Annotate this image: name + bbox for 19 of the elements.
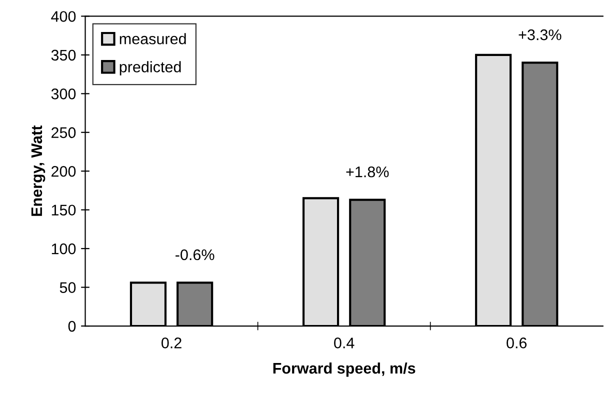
y-tick-label: 350 xyxy=(51,50,76,61)
y-tick-label: 200 xyxy=(52,166,76,177)
x-axis-title: Forward speed, m/s xyxy=(273,362,416,377)
annotation: -0.6% xyxy=(176,249,214,260)
y-tick-label: 0 xyxy=(68,320,76,332)
x-tick-label: 0.6 xyxy=(506,338,527,348)
x-tick-label: 0.4 xyxy=(334,338,354,348)
y-tick-label: 100 xyxy=(52,243,76,254)
y-tick-label: 400 xyxy=(51,11,76,22)
x-tick-label: 0.2 xyxy=(162,338,182,348)
legend-label: predicted xyxy=(120,61,181,76)
y-axis-title: Energy, Watt xyxy=(31,125,46,216)
y-tick-label: 50 xyxy=(60,282,76,293)
y-tick-label: 300 xyxy=(51,88,76,100)
y-tick-label: 150 xyxy=(52,204,76,216)
y-tick-label: 250 xyxy=(52,127,76,138)
annotation: +3.3% xyxy=(518,29,562,40)
annotation: +1.8% xyxy=(346,166,389,178)
legend-label: measured xyxy=(120,33,186,44)
